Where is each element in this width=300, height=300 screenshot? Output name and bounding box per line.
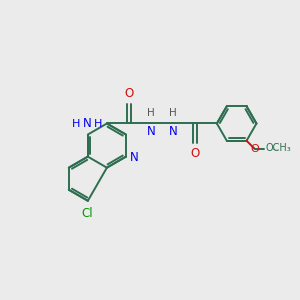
Text: N: N: [169, 125, 177, 138]
Text: O: O: [124, 87, 134, 100]
Text: N: N: [83, 117, 92, 130]
Text: Cl: Cl: [81, 207, 93, 220]
Text: H: H: [72, 119, 80, 129]
Text: N: N: [146, 125, 155, 138]
Text: H: H: [94, 119, 102, 129]
Text: N: N: [130, 151, 139, 164]
Text: H: H: [147, 108, 155, 118]
Text: O: O: [190, 147, 200, 160]
Text: methoxy: methoxy: [272, 148, 279, 150]
Text: O: O: [250, 144, 259, 154]
Text: OCH₃: OCH₃: [265, 143, 291, 153]
Text: H: H: [169, 108, 177, 118]
